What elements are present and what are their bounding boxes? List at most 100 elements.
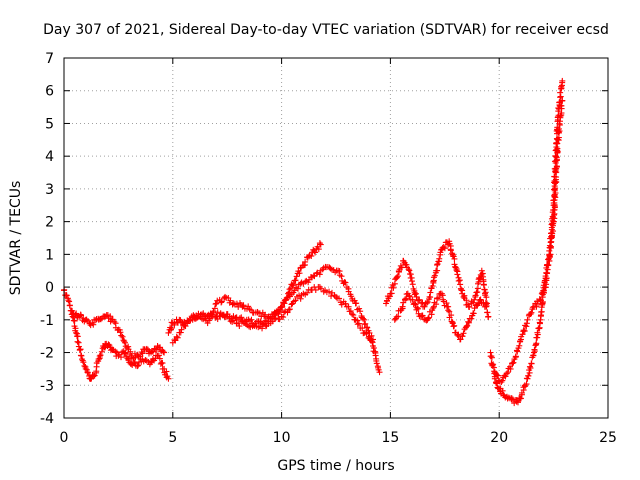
data-point bbox=[286, 306, 293, 313]
data-point bbox=[281, 300, 288, 307]
data-point bbox=[451, 322, 458, 329]
data-point bbox=[393, 274, 400, 281]
data-point bbox=[256, 310, 263, 317]
data-point bbox=[212, 301, 219, 308]
data-point bbox=[222, 314, 229, 321]
data-point bbox=[326, 288, 333, 295]
data-point bbox=[222, 293, 229, 300]
data-point bbox=[77, 346, 84, 353]
data-point bbox=[262, 311, 269, 318]
data-point bbox=[531, 346, 538, 353]
data-point bbox=[480, 281, 487, 288]
data-point bbox=[557, 89, 564, 96]
data-point bbox=[107, 313, 114, 320]
x-tick-label: 25 bbox=[599, 430, 617, 446]
data-point bbox=[73, 329, 80, 336]
data-point bbox=[313, 270, 320, 277]
data-point bbox=[445, 307, 452, 314]
x-tick-label: 20 bbox=[490, 430, 508, 446]
data-point bbox=[139, 350, 146, 357]
y-tick-label: 3 bbox=[45, 182, 54, 198]
data-point bbox=[459, 333, 466, 340]
data-point bbox=[498, 379, 505, 385]
data-point bbox=[135, 362, 142, 369]
data-point bbox=[316, 240, 323, 247]
data-point bbox=[360, 315, 367, 322]
data-point bbox=[554, 145, 561, 152]
data-point bbox=[121, 339, 128, 346]
data-point bbox=[538, 309, 545, 316]
tick-marks bbox=[63, 57, 609, 419]
data-point bbox=[514, 399, 521, 406]
data-point bbox=[218, 299, 225, 306]
data-point bbox=[192, 315, 199, 322]
data-point bbox=[425, 314, 432, 321]
data-point bbox=[119, 333, 126, 340]
data-point bbox=[308, 253, 315, 260]
data-point bbox=[557, 114, 564, 121]
data-point bbox=[440, 243, 447, 250]
data-point bbox=[161, 349, 168, 356]
data-point bbox=[471, 296, 478, 303]
data-point bbox=[512, 353, 519, 360]
data-point bbox=[386, 293, 393, 300]
data-point bbox=[174, 334, 181, 341]
data-point bbox=[347, 308, 354, 315]
data-point bbox=[76, 347, 83, 354]
data-point bbox=[177, 329, 184, 336]
y-tick-label: -1 bbox=[40, 313, 54, 329]
data-point bbox=[557, 93, 564, 100]
data-point bbox=[290, 280, 297, 287]
data-point bbox=[97, 352, 104, 359]
data-point bbox=[503, 370, 510, 377]
data-point bbox=[74, 333, 81, 340]
data-point bbox=[554, 140, 561, 147]
data-point bbox=[559, 77, 566, 84]
data-point bbox=[543, 270, 550, 277]
data-point bbox=[82, 365, 89, 372]
data-point bbox=[406, 293, 413, 300]
data-point bbox=[336, 295, 343, 302]
data-point bbox=[236, 323, 243, 330]
data-point bbox=[502, 373, 509, 380]
data-point bbox=[317, 241, 324, 248]
data-point bbox=[98, 348, 105, 355]
data-points bbox=[61, 77, 566, 407]
data-point bbox=[395, 313, 402, 320]
plot-frame bbox=[63, 57, 609, 419]
data-point bbox=[534, 331, 541, 338]
data-point bbox=[178, 326, 185, 333]
data-point bbox=[328, 293, 335, 300]
data-point bbox=[465, 318, 472, 325]
data-point bbox=[559, 97, 566, 104]
data-point bbox=[284, 309, 291, 316]
data-point bbox=[471, 305, 478, 312]
data-point bbox=[84, 369, 91, 376]
data-point bbox=[519, 331, 526, 338]
data-point bbox=[302, 278, 309, 285]
data-point bbox=[312, 286, 319, 293]
data-point bbox=[523, 320, 530, 327]
data-point bbox=[558, 102, 565, 109]
data-point bbox=[211, 305, 218, 312]
data-point bbox=[304, 289, 311, 296]
data-point bbox=[96, 353, 103, 360]
data-point bbox=[359, 325, 366, 332]
data-point bbox=[357, 308, 364, 315]
data-point bbox=[355, 320, 362, 327]
data-point bbox=[342, 300, 349, 307]
data-point bbox=[74, 338, 81, 345]
data-point bbox=[134, 363, 141, 370]
data-point bbox=[66, 298, 73, 305]
data-point bbox=[90, 373, 97, 380]
data-point bbox=[450, 323, 457, 330]
data-point bbox=[245, 303, 252, 310]
data-point bbox=[509, 396, 516, 403]
data-point bbox=[409, 296, 416, 303]
data-point bbox=[463, 323, 470, 330]
data-point bbox=[521, 328, 528, 335]
data-point bbox=[547, 244, 554, 251]
data-point bbox=[148, 359, 155, 366]
data-point bbox=[80, 359, 87, 366]
data-point bbox=[423, 300, 430, 307]
